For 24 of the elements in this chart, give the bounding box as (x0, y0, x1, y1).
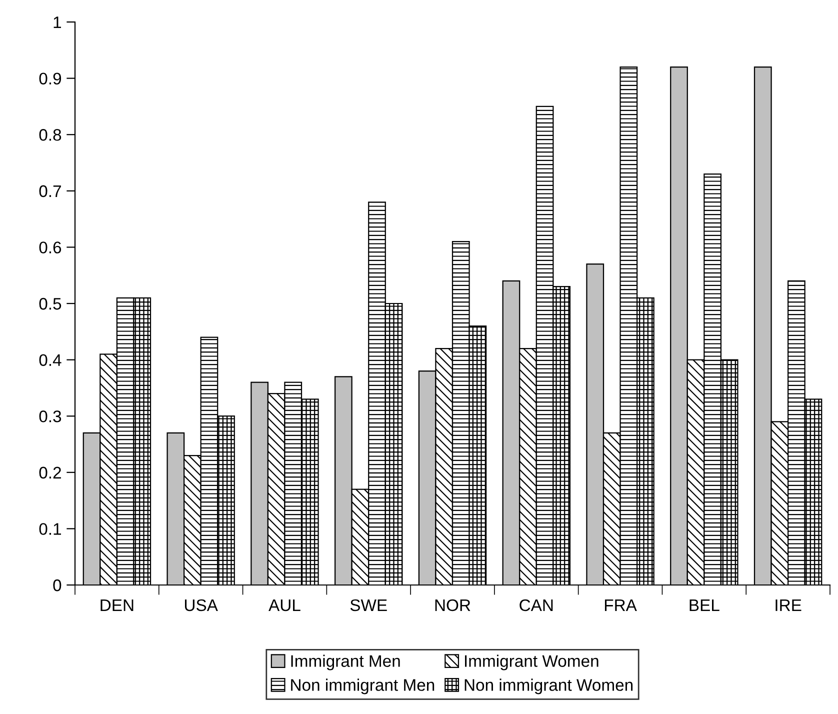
legend-label: Non immigrant Men (291, 678, 434, 694)
y-tick-label: 0.6 (39, 242, 62, 254)
x-tick-label: CAN (520, 599, 553, 612)
x-tick-label: AUL (268, 600, 300, 612)
y-tick-label: 1 (54, 16, 61, 28)
legend-label: Immigrant Women (465, 654, 598, 670)
y-tick-label: 0 (53, 579, 62, 592)
legend-label: Immigrant Men (291, 654, 400, 670)
x-tick-label: USA (184, 599, 218, 612)
y-tick-label: 0.9 (39, 72, 62, 85)
x-tick-label: DEN (100, 600, 134, 611)
y-tick-label: 0.4 (39, 354, 62, 366)
y-tick-label: 0.7 (39, 185, 61, 198)
x-tick-label: BEL (690, 600, 720, 611)
y-tick-label: 0.2 (39, 466, 61, 479)
x-tick-label: FRA (604, 600, 637, 611)
x-tick-label: NOR (435, 599, 470, 612)
y-tick-label: 0.1 (39, 523, 61, 535)
x-tick-label: IRE (776, 600, 802, 611)
legend-label: Non immigrant Women (464, 678, 633, 694)
x-tick-label: SWE (350, 599, 387, 612)
y-tick-label: 0.3 (39, 410, 62, 422)
y-tick-label: 0.5 (39, 298, 62, 310)
y-tick-label: 0.8 (39, 129, 62, 141)
